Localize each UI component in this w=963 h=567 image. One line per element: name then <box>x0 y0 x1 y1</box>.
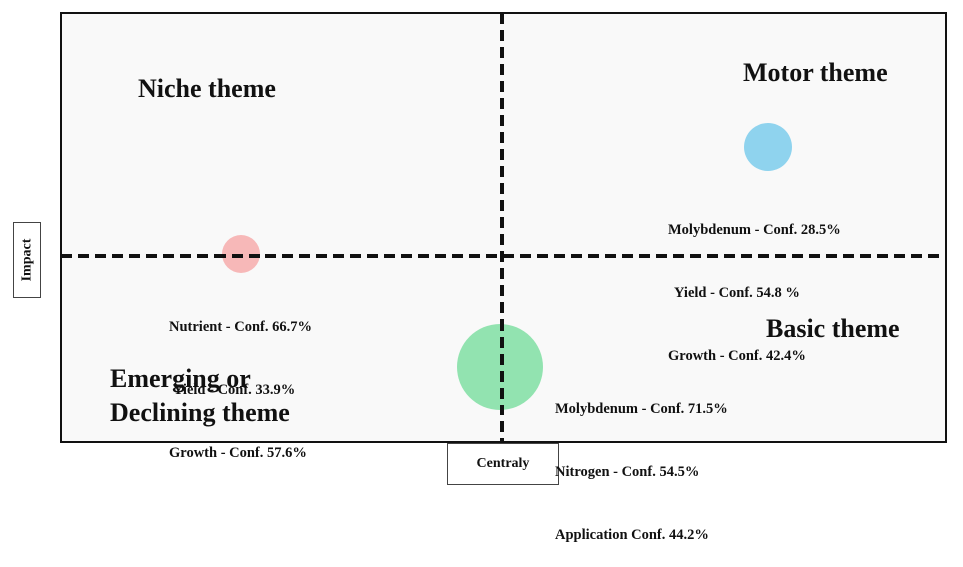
keyword-line: Application Conf. 44.2% <box>555 527 709 543</box>
motor-theme-bubble <box>744 123 792 171</box>
keyword-line: Nutrient - Conf. 66.7% <box>169 319 312 335</box>
emerging-theme-title-line1: Emerging or <box>110 364 251 393</box>
niche-theme-title: Niche theme <box>138 74 276 103</box>
keyword-line: Yield - Conf. 33.9% <box>173 382 296 398</box>
x-axis-label: Centraly <box>447 443 559 485</box>
keyword-line: Molybdenum - Conf. 28.5% <box>668 222 841 238</box>
motor-theme-title: Motor theme <box>743 58 888 87</box>
y-axis-label: Impact <box>13 222 41 298</box>
keyword-line: Nitrogen - Conf. 54.5% <box>555 464 700 480</box>
thematic-map <box>60 12 947 445</box>
emerging-theme-title-line2: Declining theme <box>110 398 290 427</box>
basic-theme-keywords: Molybdenum - Conf. 71.5% Nitrogen - Conf… <box>555 357 728 567</box>
keyword-line: Yield - Conf. 54.8 % <box>674 285 800 301</box>
motor-theme-keywords: Molybdenum - Conf. 28.5% Yield - Conf. 5… <box>668 178 841 388</box>
keyword-line: Growth - Conf. 57.6% <box>169 445 307 461</box>
emerging-theme-title: Emerging or Declining theme <box>110 362 290 430</box>
keyword-line: Growth - Conf. 42.4% <box>668 348 806 364</box>
keyword-line: Molybdenum - Conf. 71.5% <box>555 401 728 417</box>
basic-theme-bubble <box>457 324 543 410</box>
emerging-theme-keywords: Nutrient - Conf. 66.7% Yield - Conf. 33.… <box>169 275 312 485</box>
basic-theme-title: Basic theme <box>766 314 900 343</box>
